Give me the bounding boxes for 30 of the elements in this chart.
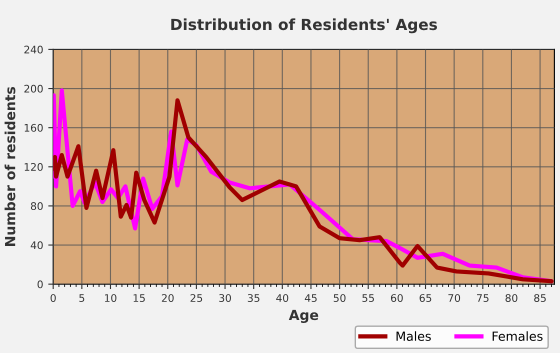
x-tick-label: 70 bbox=[448, 294, 460, 302]
y-tick-label: 120 bbox=[24, 163, 43, 171]
x-tick-label: 25 bbox=[190, 294, 202, 302]
y-tick-label: 240 bbox=[24, 46, 43, 54]
x-tick-label: 65 bbox=[420, 294, 432, 302]
x-tick-label: 85 bbox=[534, 294, 546, 302]
x-tick-label: 5 bbox=[79, 294, 84, 302]
legend-label: Males bbox=[396, 331, 431, 341]
y-tick-label: 40 bbox=[30, 241, 43, 250]
y-tick-label: 0 bbox=[38, 280, 43, 288]
x-tick-label: 20 bbox=[162, 294, 174, 302]
x-tick-label: 50 bbox=[334, 294, 346, 302]
x-axis-title: Age bbox=[288, 310, 318, 323]
x-tick-label: 40 bbox=[276, 294, 288, 302]
y-tick-label: 160 bbox=[24, 124, 43, 132]
y-tick-label: 80 bbox=[30, 202, 43, 210]
x-tick-label: 55 bbox=[362, 294, 374, 302]
x-tick-label: 60 bbox=[390, 294, 403, 302]
x-tick-label: 45 bbox=[304, 294, 317, 302]
x-tick-label: 30 bbox=[219, 294, 231, 302]
x-tick-label: 15 bbox=[134, 294, 145, 302]
x-tick-label: 35 bbox=[248, 294, 260, 302]
x-tick-label: 10 bbox=[104, 294, 116, 302]
x-tick-label: 75 bbox=[477, 294, 489, 302]
y-tick-label: 200 bbox=[24, 84, 43, 93]
chart-title: Distribution of Residents' Ages bbox=[171, 18, 437, 34]
legend-label: Females bbox=[492, 331, 543, 341]
x-tick-label: 80 bbox=[506, 294, 518, 302]
x-tick-label: 0 bbox=[50, 294, 56, 302]
y-axis-title: Number of residents bbox=[4, 87, 16, 246]
